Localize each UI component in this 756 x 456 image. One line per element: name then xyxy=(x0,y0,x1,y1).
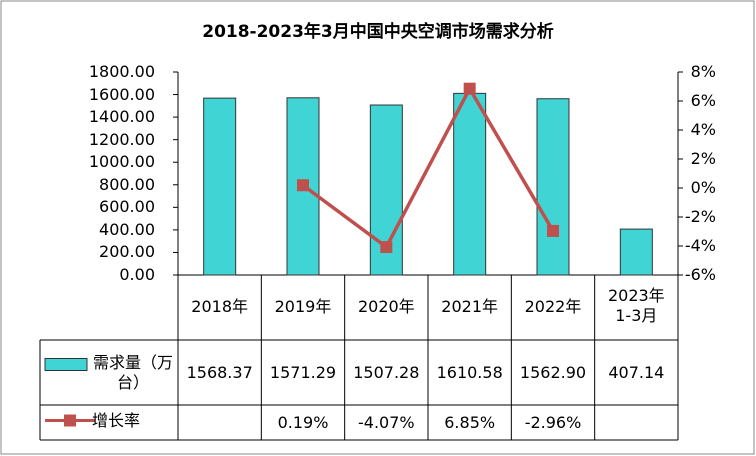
y-tick-label: 1400.00 xyxy=(88,107,155,127)
y2-tick-label: 2% xyxy=(690,149,716,168)
line xyxy=(301,85,555,250)
legend-marker xyxy=(64,414,76,427)
y-tick-label: 200.00 xyxy=(99,242,155,262)
y2-tick-label: 0% xyxy=(690,178,716,197)
table-value: 1562.90 xyxy=(519,362,587,382)
bar xyxy=(619,228,653,276)
x-tick-label: 2019年 xyxy=(274,297,332,316)
line-marker xyxy=(380,241,393,254)
y-tick-label: 600.00 xyxy=(99,197,155,217)
table-value: 1568.37 xyxy=(186,362,253,382)
chart-title: 2018-2023年3月中国中央空调市场需求分析 xyxy=(202,22,554,42)
table-value: 1507.28 xyxy=(353,362,420,382)
y-tick-label: 400.00 xyxy=(99,219,155,239)
x-tick-label: 2020年 xyxy=(357,297,415,316)
legend-label: 增长率 xyxy=(92,410,141,430)
line-marker xyxy=(547,224,559,237)
table-value: -2.96% xyxy=(524,412,582,432)
y-tick-label: 1200.00 xyxy=(88,129,155,149)
y2-tick-label: -2% xyxy=(684,207,716,226)
y2-tick-label: 4% xyxy=(690,120,716,139)
x-tick-label: 2018年 xyxy=(191,297,249,316)
y2-tick-label: -4% xyxy=(684,236,716,255)
legend-label: 需求量（万台） xyxy=(92,352,173,392)
x-tick-label: 2021年 xyxy=(441,297,499,316)
table-value: -4.07% xyxy=(358,412,415,432)
line-marker xyxy=(463,82,476,95)
table-value: 407.14 xyxy=(608,362,665,382)
y-tick-label: 1600.00 xyxy=(88,84,155,104)
table-value: 0.19% xyxy=(277,412,329,432)
y-tick-label: 1800.00 xyxy=(88,62,155,81)
y-tick-label: 0.00 xyxy=(119,265,155,284)
bar xyxy=(536,98,570,276)
table-value: 1610.58 xyxy=(436,362,503,382)
table-value: 1571.29 xyxy=(269,362,337,382)
x-tick-label: 2023年1-3月 xyxy=(607,286,665,325)
y2-tick-label: -6% xyxy=(684,265,716,284)
y2-tick-label: 8% xyxy=(690,62,716,81)
bar xyxy=(453,92,487,276)
line-marker xyxy=(297,179,309,192)
y-tick-label: 1000.00 xyxy=(88,152,155,172)
legend-swatch xyxy=(44,358,88,371)
x-tick-label: 2022年 xyxy=(524,297,582,316)
table-value: 6.85% xyxy=(444,412,496,432)
y-tick-label: 800.00 xyxy=(99,174,155,194)
bar xyxy=(203,97,237,276)
y2-tick-label: 6% xyxy=(690,91,716,110)
